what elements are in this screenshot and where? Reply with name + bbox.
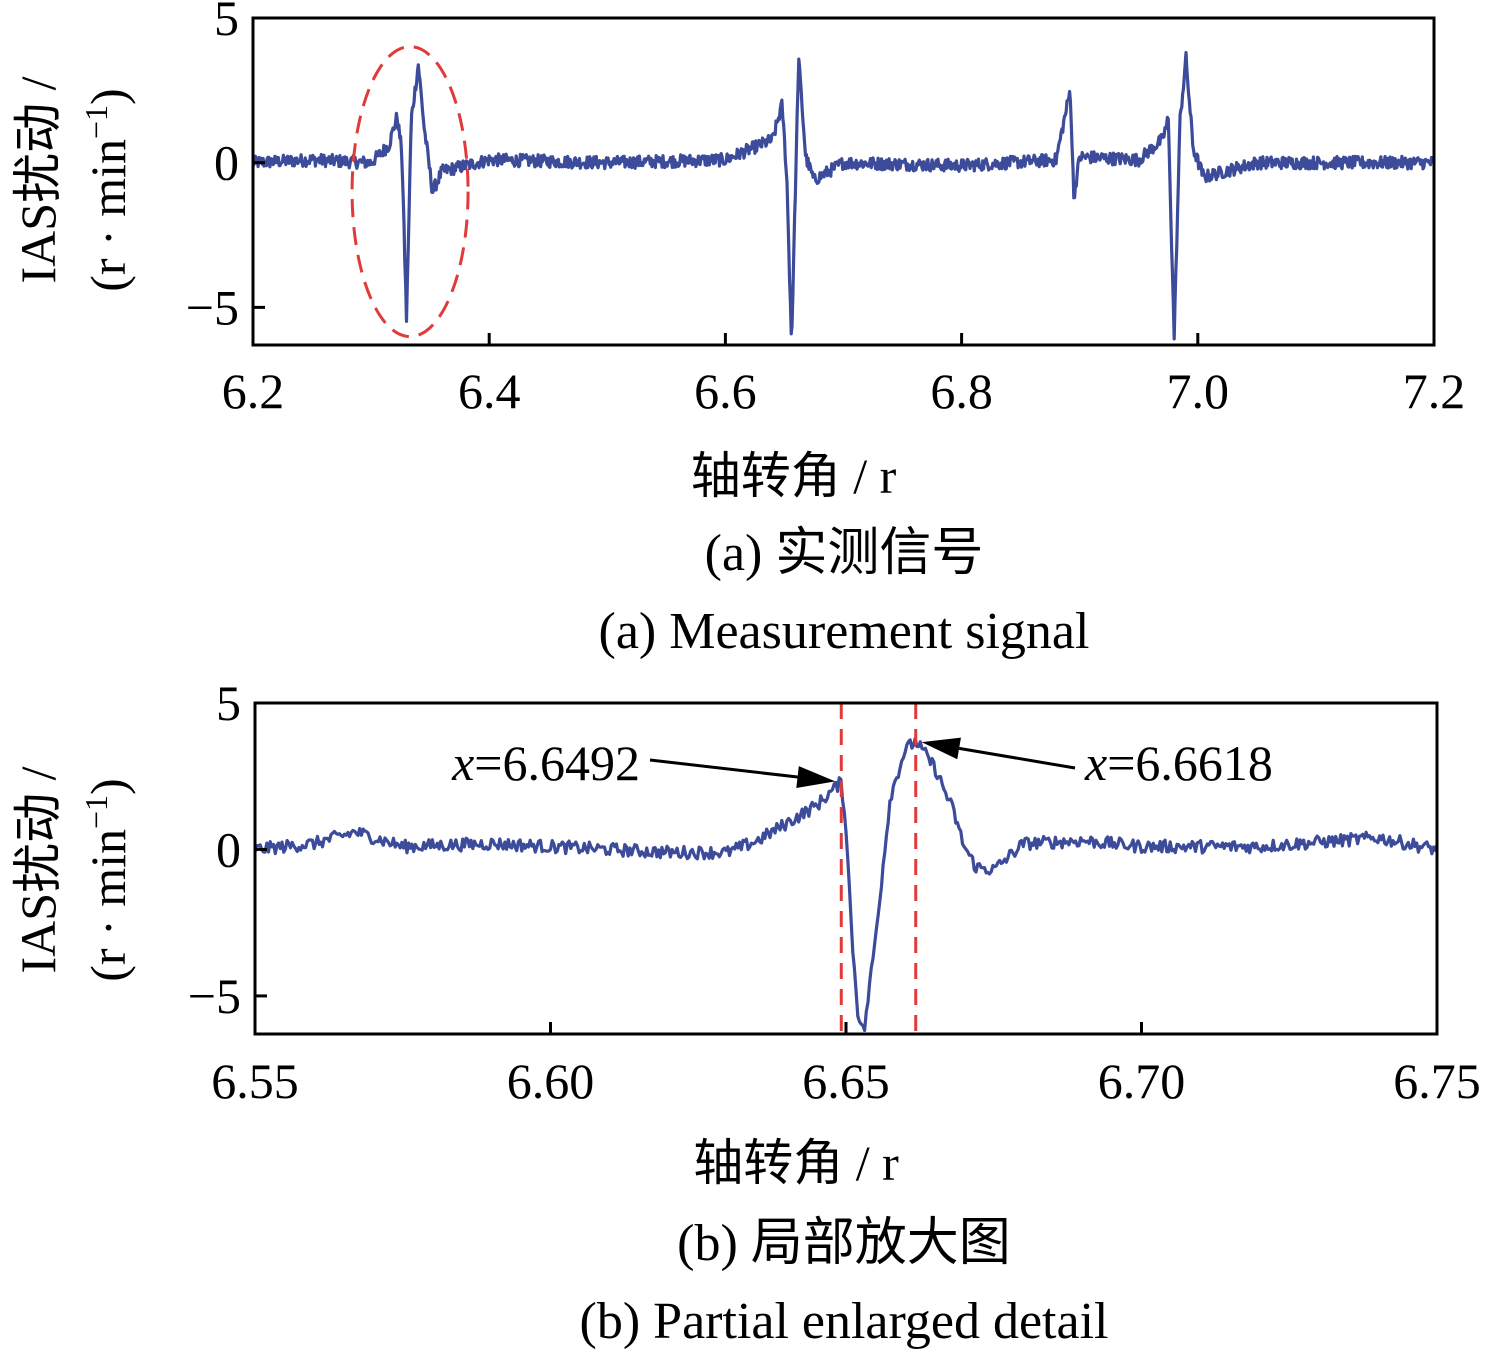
caption-en-b: (b) Partial enlarged detail <box>580 1293 1109 1350</box>
y-axis-label-line1-a: IAS扰动 / <box>10 76 66 283</box>
chart-panel-a: 6.2 6.4 6.6 6.8 7.0 7.2 5 0 −5 轴转角 / r IAS扰动 / (r ·… <box>10 0 1465 660</box>
annotation-arrow-1 <box>649 758 798 779</box>
x-tick-label-b-2: 6.65 <box>802 1053 890 1109</box>
highlight-ellipse <box>350 45 470 339</box>
y-tick-label-b-0: 5 <box>216 675 241 731</box>
annotation-arrowhead-1 <box>796 766 836 788</box>
x-tick-label-a-3: 6.8 <box>930 363 993 419</box>
x-tick-label-a-2: 6.6 <box>694 363 757 419</box>
y-tick-label-b-1: 0 <box>216 821 241 877</box>
y-tick-label-a-0: 5 <box>214 0 239 46</box>
annotation-arrow-2 <box>958 746 1076 770</box>
series-line-b <box>255 736 1437 1033</box>
y-tick-label-b-2: −5 <box>188 968 241 1024</box>
caption-en-a: (a) Measurement signal <box>599 603 1090 660</box>
annotation-label-2: x=6.6618 <box>1084 735 1273 791</box>
series-line-a <box>253 51 1434 341</box>
x-tick-label-a-5: 7.2 <box>1403 363 1466 419</box>
x-tick-label-b-0: 6.55 <box>211 1053 299 1109</box>
y-axis-label-line1-b: IAS扰动 / <box>10 766 66 973</box>
x-tick-label-a-1: 6.4 <box>458 363 521 419</box>
x-tick-label-a-0: 6.2 <box>222 363 285 419</box>
caption-zh-a: (a) 实测信号 <box>705 525 984 582</box>
annotation-arrowhead-2 <box>921 737 961 760</box>
x-axis-label-a: 轴转角 / r <box>691 448 897 504</box>
y-tick-label-a-1: 0 <box>214 135 239 191</box>
annotation-label-1: x=6.6492 <box>451 735 640 791</box>
x-tick-label-b-1: 6.60 <box>507 1053 595 1109</box>
caption-zh-b: (b) 局部放大图 <box>677 1215 1011 1272</box>
x-tick-label-b-3: 6.70 <box>1098 1053 1186 1109</box>
y-tick-label-a-2: −5 <box>186 279 239 335</box>
x-tick-label-b-4: 6.75 <box>1393 1053 1481 1109</box>
y-axis-label-line2-b: (r · min−1) <box>78 778 136 981</box>
plot-frame-a <box>251 16 1436 347</box>
x-tick-label-a-4: 7.0 <box>1167 363 1230 419</box>
y-axis-label-line2-a: (r · min−1) <box>78 88 136 291</box>
x-axis-label-b: 轴转角 / r <box>693 1135 899 1191</box>
chart-panel-b: 6.55 6.60 6.65 6.70 6.75 5 0 −5 轴转角 / r IAS扰动 / (r… <box>10 675 1481 1350</box>
